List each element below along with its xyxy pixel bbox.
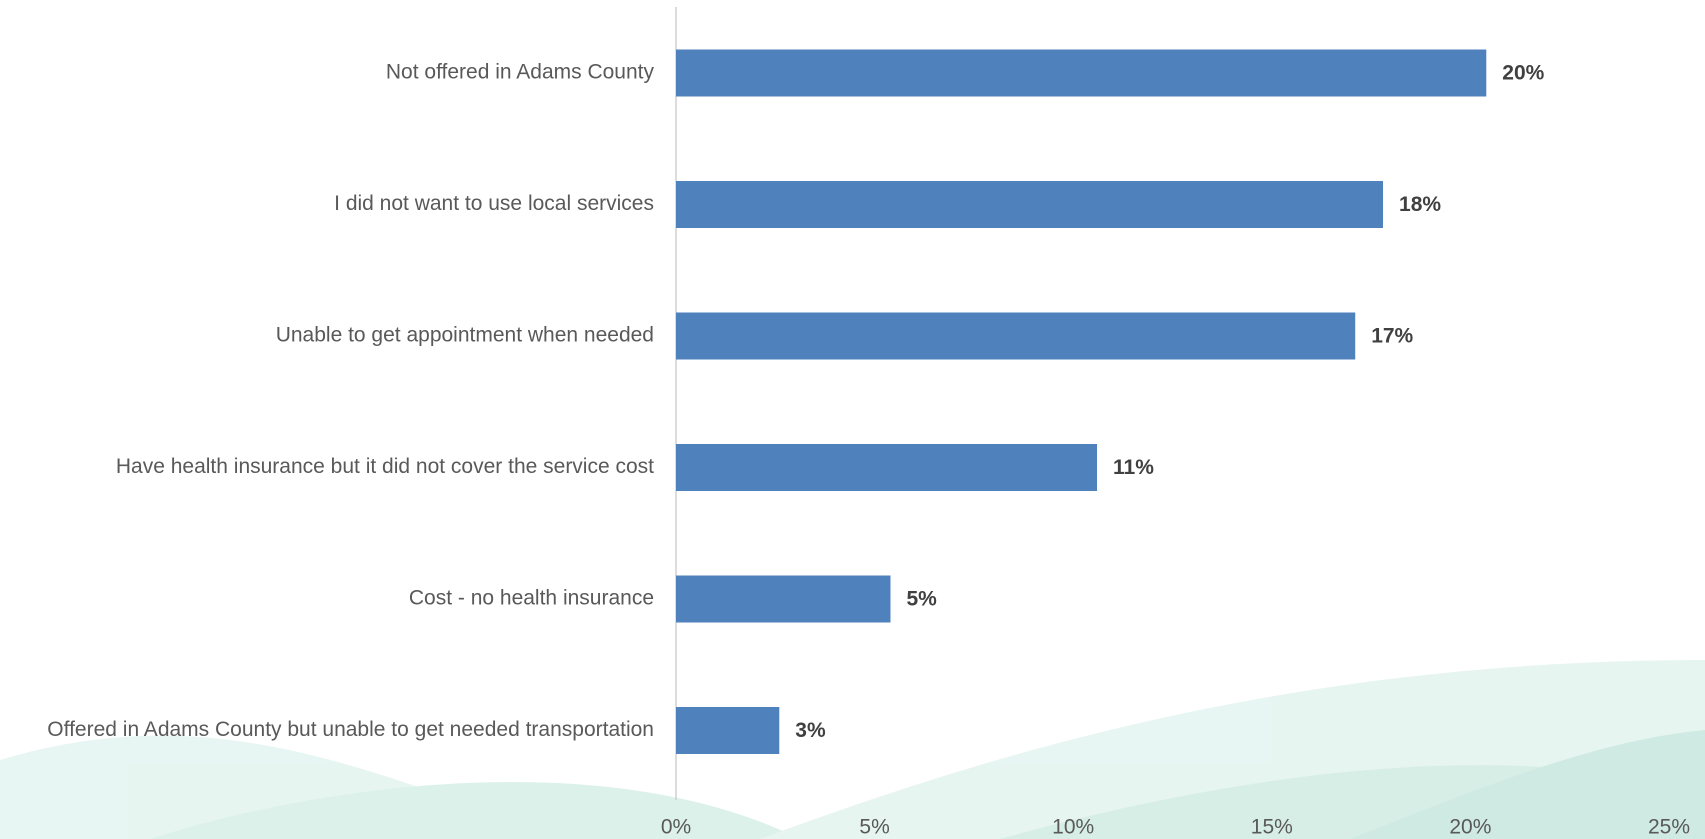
- x-tick-label: 5%: [859, 816, 889, 839]
- bar: [676, 575, 891, 623]
- category-label: Cost - no health insurance: [409, 587, 654, 610]
- bar: [676, 49, 1487, 97]
- bar: [676, 312, 1356, 360]
- x-tick-label: 0%: [661, 816, 691, 839]
- value-label: 18%: [1399, 193, 1441, 216]
- category-label: Have health insurance but it did not cov…: [116, 455, 654, 478]
- category-label: Offered in Adams County but unable to ge…: [47, 718, 654, 741]
- value-label: 20%: [1502, 62, 1544, 85]
- x-tick-label: 20%: [1449, 816, 1491, 839]
- value-label: 5%: [906, 588, 937, 611]
- value-label: 11%: [1113, 456, 1154, 479]
- category-label: Not offered in Adams County: [386, 61, 655, 84]
- x-tick-label: 10%: [1052, 816, 1094, 839]
- category-label: I did not want to use local services: [334, 192, 654, 215]
- x-tick-label: 25%: [1648, 816, 1690, 839]
- bar: [676, 707, 780, 754]
- x-tick-label: 15%: [1251, 816, 1293, 839]
- bar: [676, 181, 1384, 228]
- category-label: Unable to get appointment when needed: [276, 324, 654, 347]
- value-label: 17%: [1371, 325, 1413, 348]
- value-label: 3%: [795, 719, 826, 742]
- bar: [676, 444, 1098, 491]
- background-waves: [0, 660, 1705, 839]
